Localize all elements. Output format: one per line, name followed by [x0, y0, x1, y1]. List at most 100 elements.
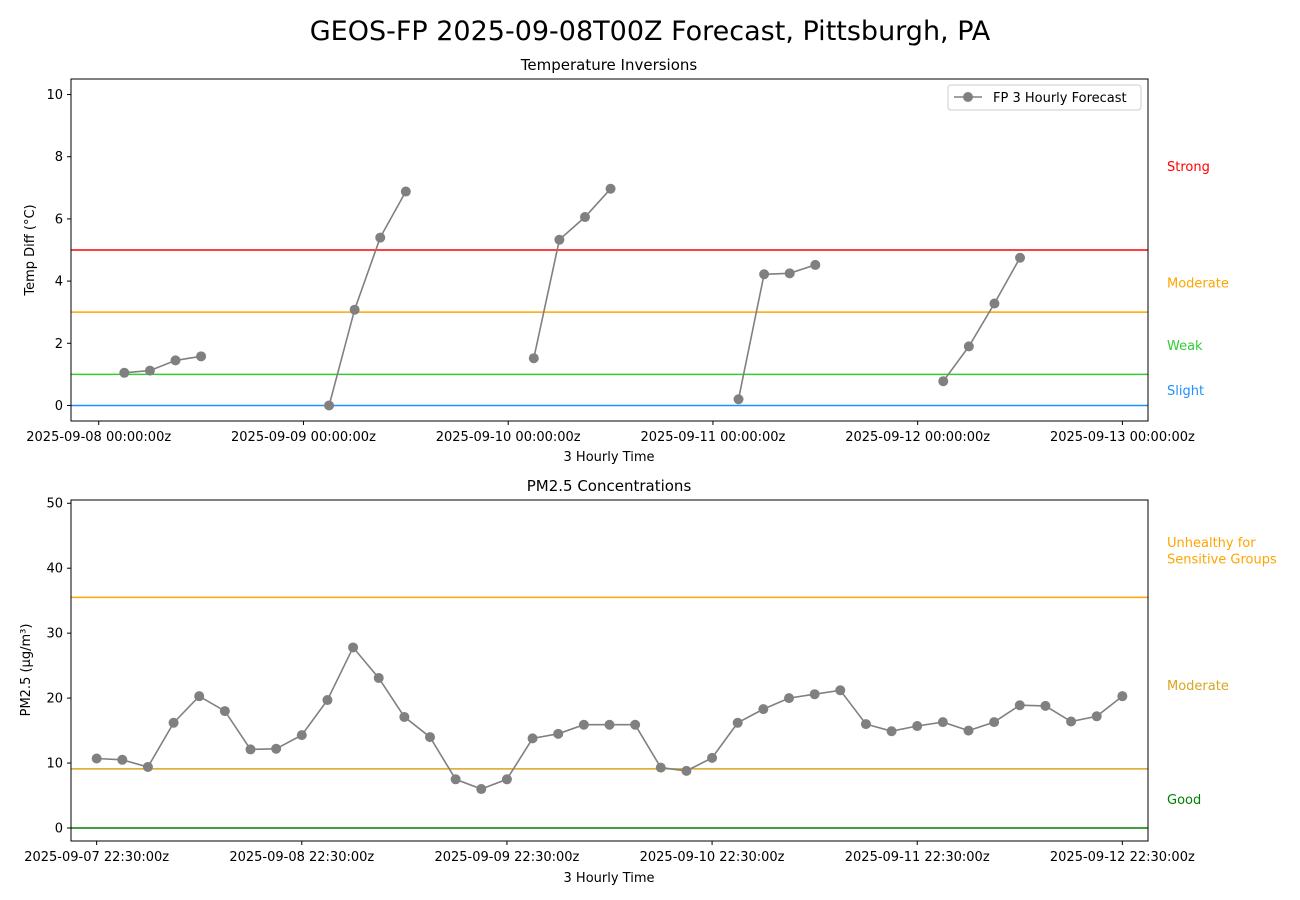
data-point: [91, 753, 102, 764]
data-point: [375, 232, 386, 243]
y-tick-label: 10: [46, 88, 63, 103]
legend-box: [947, 84, 1142, 111]
data-point: [810, 259, 821, 270]
data-point: [271, 743, 282, 754]
data-point: [759, 269, 770, 280]
data-point: [886, 726, 897, 737]
x-tick-label: 2025-09-07 22:30:00z: [24, 850, 169, 865]
y-tick-label: 10: [46, 757, 63, 772]
y-tick-label: 40: [46, 562, 63, 577]
data-point: [476, 784, 487, 795]
y-tick-label: 8: [55, 150, 63, 165]
data-point: [655, 762, 666, 773]
x-axis-label: 3 Hourly Time: [564, 871, 655, 886]
data-point: [399, 711, 410, 722]
axes-frame: [70, 499, 1149, 842]
y-tick-label: 0: [55, 399, 63, 414]
series-line: [328, 191, 407, 406]
data-point: [450, 774, 461, 785]
data-point: [1014, 700, 1025, 711]
pm25-panel: PM2.5 Concentrations 3 Hourly Time PM2.5…: [19, 477, 1277, 886]
data-point: [1040, 700, 1051, 711]
plot-area: 0 10 20 30 40 50 2025-09-07 22:30:00z 2025-09-0…: [24, 497, 1277, 865]
data-point: [732, 717, 743, 728]
data-point: [1091, 711, 1102, 722]
x-tick-label: 2025-09-08 22:30:00z: [229, 850, 374, 865]
data-point: [168, 717, 179, 728]
data-point: [144, 365, 155, 376]
data-point: [196, 351, 207, 362]
data-point: [989, 717, 1000, 728]
data-point: [784, 268, 795, 279]
data-point: [963, 725, 974, 736]
data-point: [681, 765, 692, 776]
data-point: [860, 719, 871, 730]
y-axis-label: PM2.5 (µg/m³): [19, 624, 34, 717]
y-tick-label: 0: [55, 822, 63, 837]
data-point: [630, 719, 641, 730]
data-point: [528, 353, 539, 364]
temperature-inversion-panel: Temperature Inversions 3 Hourly Time Tem…: [23, 56, 1229, 465]
data-point: [938, 376, 949, 387]
data-point: [989, 298, 1000, 309]
data-point: [784, 693, 794, 704]
x-tick-label: 2025-09-12 22:30:00z: [1050, 850, 1195, 865]
data-point: [373, 672, 384, 683]
data-point: [707, 752, 718, 763]
data-point: [579, 212, 590, 223]
data-point: [194, 691, 205, 702]
data-point: [348, 642, 359, 653]
data-point: [324, 400, 335, 411]
panel-title: PM2.5 Concentrations: [527, 477, 692, 495]
data-point: [296, 730, 307, 741]
data-point: [809, 689, 820, 700]
data-point: [554, 234, 565, 245]
data-point: [170, 355, 181, 366]
y-tick-label: 50: [46, 497, 63, 512]
category-label: Strong: [1167, 160, 1210, 175]
data-point: [604, 719, 615, 730]
data-point: [322, 695, 333, 706]
series-line: [942, 257, 1021, 382]
y-tick-label: 6: [55, 212, 63, 227]
series-line: [96, 645, 1123, 790]
x-tick-label: 2025-09-11 00:00:00z: [640, 430, 785, 445]
legend-marker: [963, 92, 973, 102]
series-line: [533, 188, 612, 359]
data-point: [605, 183, 616, 194]
figure-title: GEOS-FP 2025-09-08T00Z Forecast, Pittsbu…: [310, 16, 991, 47]
category-label: Good: [1167, 793, 1201, 808]
category-label: Slight: [1167, 384, 1204, 399]
category-label: Moderate: [1167, 679, 1229, 694]
data-point: [937, 717, 948, 728]
data-point: [835, 685, 846, 696]
x-tick-label: 2025-09-13 00:00:00z: [1050, 430, 1195, 445]
series-line: [124, 355, 202, 374]
category-label: Sensitive Groups: [1167, 552, 1277, 567]
data-point: [400, 186, 411, 197]
x-tick-label: 2025-09-09 00:00:00z: [231, 430, 376, 445]
axes-frame: [70, 78, 1149, 422]
data-point: [733, 394, 744, 405]
data-point: [963, 341, 974, 352]
x-axis-label: 3 Hourly Time: [564, 450, 655, 465]
plot-area: 0 2 4 6 8 10 2025-09-08 00:00:00z 2025-09-09 00…: [26, 78, 1229, 445]
data-point: [349, 304, 360, 315]
y-tick-label: 30: [46, 627, 63, 642]
x-tick-label: 2025-09-10 22:30:00z: [640, 850, 785, 865]
x-tick-label: 2025-09-08 00:00:00z: [26, 430, 171, 445]
data-point: [245, 744, 256, 755]
data-point: [527, 733, 538, 744]
data-point: [553, 728, 564, 739]
x-tick-label: 2025-09-09 22:30:00z: [434, 850, 579, 865]
category-label: Unhealthy for: [1167, 536, 1256, 551]
data-point: [142, 761, 153, 772]
category-label: Weak: [1167, 339, 1203, 354]
data-point: [119, 367, 130, 378]
data-point: [219, 706, 230, 717]
y-tick-label: 2: [55, 337, 63, 352]
legend: FP 3 Hourly Forecast: [947, 84, 1142, 111]
category-label: Moderate: [1167, 277, 1229, 292]
x-tick-label: 2025-09-11 22:30:00z: [845, 850, 990, 865]
